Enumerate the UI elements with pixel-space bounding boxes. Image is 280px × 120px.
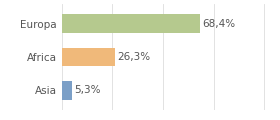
Bar bbox=[62, 81, 72, 100]
Text: 26,3%: 26,3% bbox=[117, 52, 150, 62]
Bar bbox=[62, 14, 200, 33]
Bar bbox=[62, 48, 115, 66]
Text: 5,3%: 5,3% bbox=[74, 85, 101, 95]
Text: 68,4%: 68,4% bbox=[202, 19, 235, 29]
